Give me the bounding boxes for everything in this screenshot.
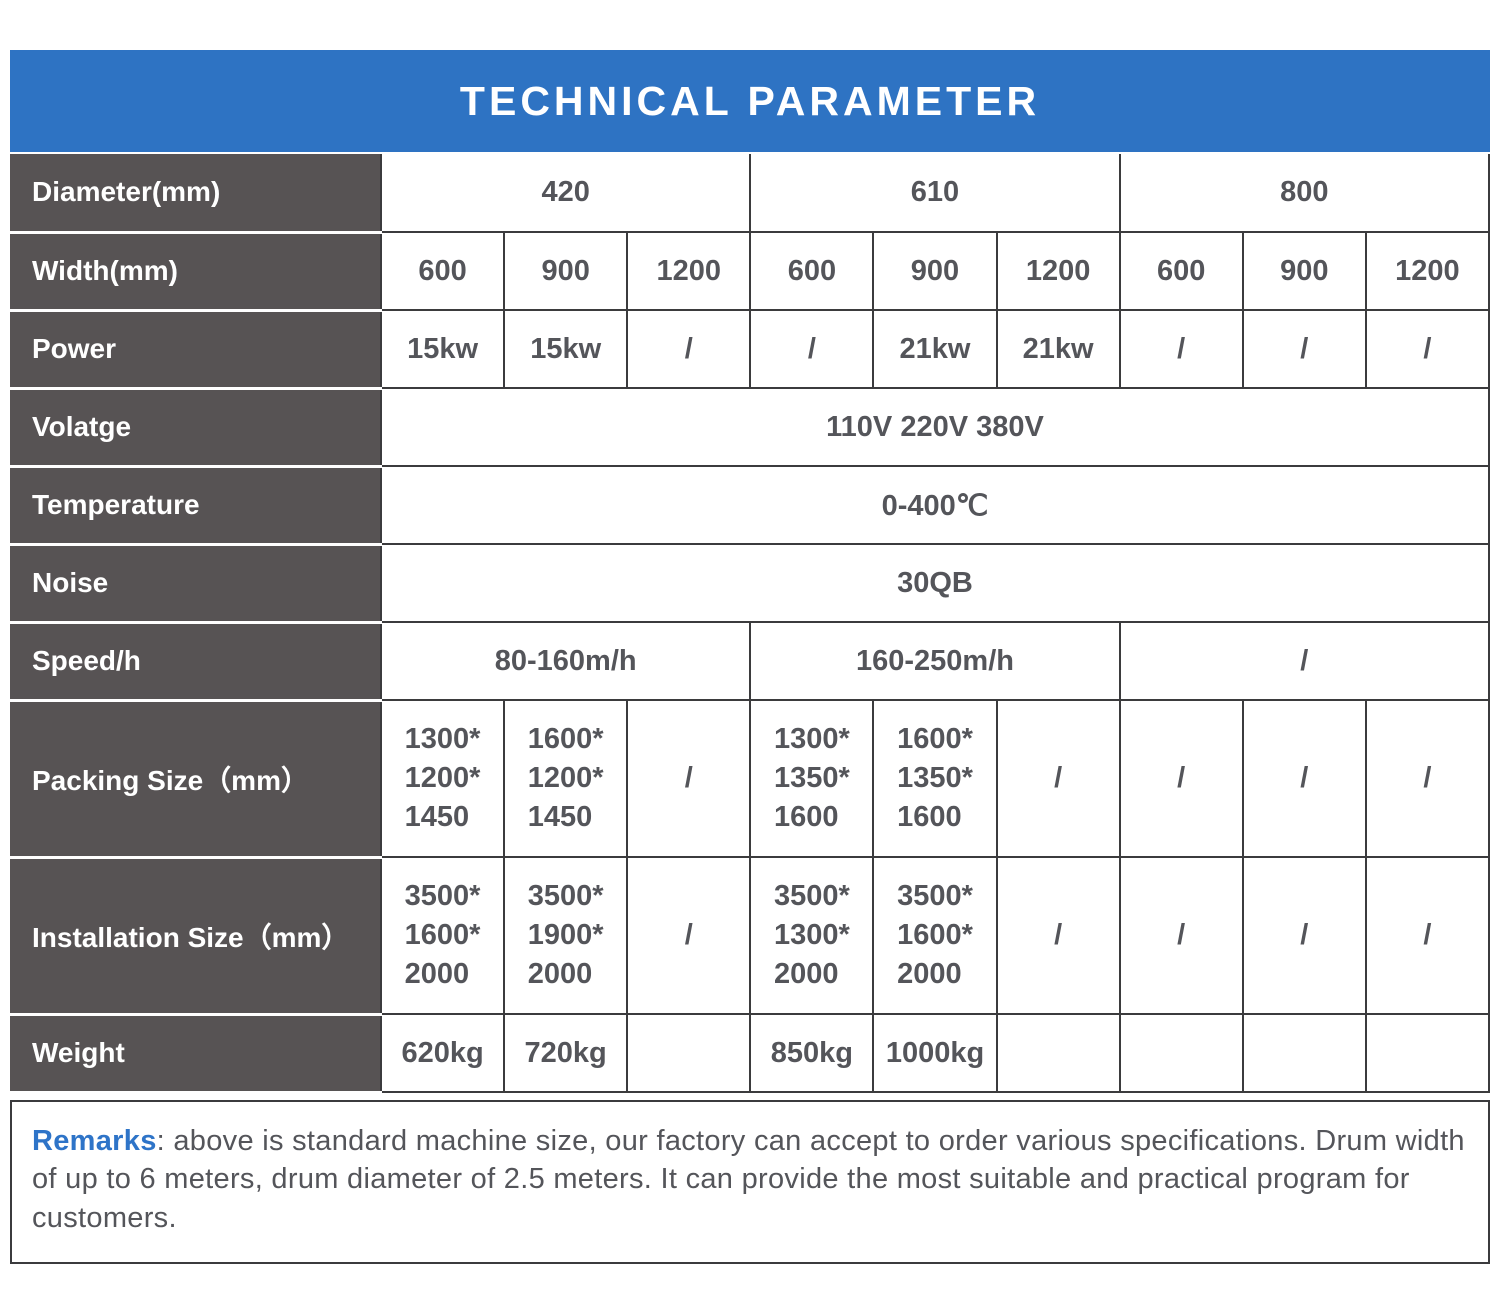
spec-cell: 1300* 1200* 1450 — [379, 699, 506, 858]
installation-size-value: 3500* 1300* 2000 — [773, 880, 850, 990]
spec-cell: 600 — [749, 231, 875, 311]
spec-cell: 30QB — [380, 543, 1490, 623]
row-installation-size: Installation Size（mm） 3500* 1600* 2000 3… — [10, 856, 1491, 1016]
row-label-speed: Speed/h — [10, 622, 381, 702]
row-voltage: Volatge 110V 220V 380V — [10, 387, 1490, 468]
spec-cell: 3500* 1900* 2000 — [503, 856, 629, 1015]
spec-cell: 1200 — [626, 231, 752, 311]
spec-cell: 1600* 1350* 1600 — [872, 699, 998, 858]
spec-cell — [1118, 1013, 1244, 1093]
spec-cell — [1241, 1013, 1367, 1093]
row-packing-size: Packing Size（mm） 1300* 1200* 1450 1600* … — [10, 699, 1491, 859]
spec-cell: / — [1364, 699, 1491, 858]
row-label-installation-size: Installation Size（mm） — [10, 857, 381, 1016]
row-label-noise: Noise — [10, 544, 381, 624]
installation-size-value: 3500* 1900* 2000 — [527, 880, 604, 990]
row-weight: Weight 620kg 720kg 850kg 1000kg — [10, 1013, 1491, 1094]
spec-cell: 850kg — [749, 1013, 875, 1093]
spec-cell: 620kg — [379, 1013, 506, 1093]
spec-cell: / — [1118, 621, 1491, 701]
spec-cell: 1300* 1350* 1600 — [749, 699, 875, 858]
spec-cell: 1200 — [1364, 231, 1491, 311]
spec-cell: / — [1118, 699, 1244, 858]
spec-cell: / — [626, 856, 752, 1015]
remarks-box: Remarks: above is standard machine size,… — [10, 1099, 1490, 1265]
installation-size-value: 3500* 1600* 2000 — [897, 880, 973, 990]
spec-cell: 3500* 1300* 2000 — [749, 856, 875, 1015]
spec-cell — [1364, 1013, 1491, 1093]
spec-cell: 610 — [749, 154, 1121, 233]
row-label-packing-size: Packing Size（mm） — [10, 700, 381, 859]
spec-cell: / — [626, 309, 752, 389]
spec-cell: / — [1241, 699, 1367, 858]
spec-cell: / — [995, 699, 1121, 858]
row-noise: Noise 30QB — [10, 543, 1490, 624]
spec-cell: 15kw — [379, 309, 506, 389]
spec-cell: 1200 — [995, 231, 1121, 311]
spec-cell: 720kg — [503, 1013, 629, 1093]
spec-cell: 900 — [1241, 231, 1367, 311]
spec-cell: / — [1118, 309, 1244, 389]
spec-cell: 110V 220V 380V — [380, 387, 1490, 467]
spec-cell: / — [1364, 309, 1491, 389]
spec-cell: / — [1118, 856, 1244, 1015]
row-power: Power 15kw 15kw / / 21kw 21kw / / / — [10, 309, 1491, 390]
spec-cell: 1600* 1200* 1450 — [503, 699, 629, 858]
spec-cell: 21kw — [872, 309, 998, 389]
spec-cell: 900 — [503, 231, 629, 311]
row-label-diameter: Diameter(mm) — [10, 154, 381, 234]
spec-cell: 3500* 1600* 2000 — [872, 856, 998, 1015]
row-width: Width(mm) 600 900 1200 600 900 1200 600 … — [10, 231, 1491, 312]
spec-cell: / — [1364, 856, 1491, 1015]
spec-cell: / — [626, 699, 752, 858]
remarks-text: : above is standard machine size, our fa… — [32, 1124, 1465, 1235]
spec-cell: 3500* 1600* 2000 — [379, 856, 506, 1015]
row-label-temperature: Temperature — [10, 466, 381, 546]
row-speed: Speed/h 80-160m/h 160-250m/h / — [10, 621, 1491, 702]
spec-cell — [626, 1013, 752, 1093]
remarks-label: Remarks — [32, 1124, 157, 1157]
spec-cell: / — [995, 856, 1121, 1015]
spec-cell: 15kw — [503, 309, 629, 389]
spec-cell: / — [1241, 309, 1367, 389]
spec-cell: / — [749, 309, 875, 389]
spec-cell: 900 — [872, 231, 998, 311]
packing-size-value: 1600* 1350* 1600 — [897, 723, 973, 833]
row-label-weight: Weight — [10, 1014, 381, 1094]
packing-size-value: 1300* 1350* 1600 — [773, 723, 850, 833]
title-bar: TECHNICAL PARAMETER — [10, 50, 1490, 152]
spec-cell: 0-400℃ — [380, 465, 1490, 545]
packing-size-value: 1600* 1200* 1450 — [527, 723, 604, 833]
packing-size-value: 1300* 1200* 1450 — [404, 723, 481, 833]
spec-cell: 420 — [379, 154, 752, 233]
spec-cell: 80-160m/h — [379, 621, 752, 701]
spec-cell: 21kw — [995, 309, 1121, 389]
spec-cell: / — [1241, 856, 1367, 1015]
spec-cell: 800 — [1118, 154, 1491, 233]
installation-size-value: 3500* 1600* 2000 — [404, 880, 481, 990]
row-label-power: Power — [10, 310, 381, 390]
spec-cell: 600 — [379, 231, 506, 311]
spec-cell: 1000kg — [872, 1013, 998, 1093]
row-diameter: Diameter(mm) 420 610 800 — [10, 154, 1491, 234]
row-temperature: Temperature 0-400℃ — [10, 465, 1490, 546]
row-label-voltage: Volatge — [10, 388, 381, 468]
page-title: TECHNICAL PARAMETER — [459, 77, 1041, 124]
spec-cell: 600 — [1118, 231, 1244, 311]
technical-parameter-table: Diameter(mm) 420 610 800 Width(mm) 600 9… — [10, 154, 1491, 1094]
spec-cell — [995, 1013, 1121, 1093]
row-label-width: Width(mm) — [10, 232, 381, 312]
spec-cell: 160-250m/h — [749, 621, 1121, 701]
